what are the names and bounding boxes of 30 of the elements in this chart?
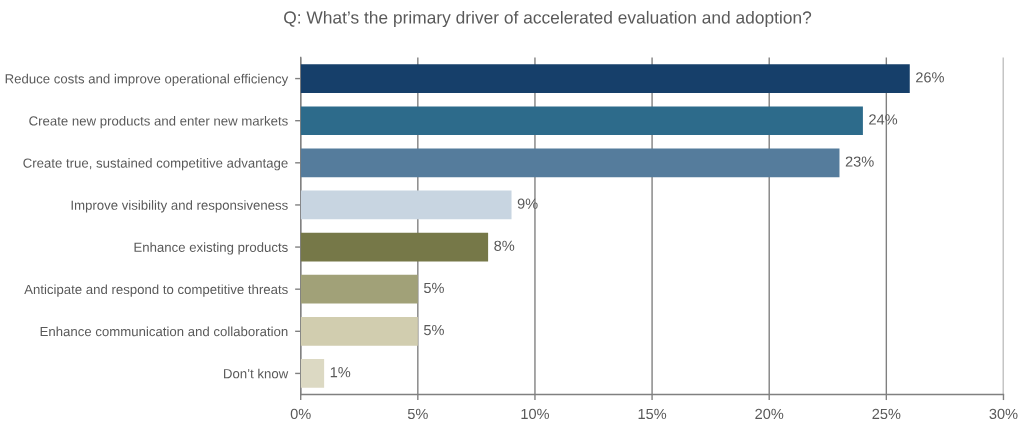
bar [300, 316, 418, 346]
bar [300, 359, 325, 388]
bar [300, 148, 840, 178]
y-tick-label: Anticipate and respond to competitive threats [24, 284, 288, 297]
x-tick-label: 10% [521, 408, 550, 420]
x-tick-label: 15% [638, 408, 667, 420]
bar [300, 190, 512, 220]
y-tick-label: Enhance existing products [134, 242, 288, 255]
x-tick-label: 5% [407, 408, 428, 420]
x-tick-label: 25% [872, 408, 901, 420]
bar [300, 64, 910, 93]
y-tick-label: Create new products and enter new markets [29, 115, 288, 129]
data-label: 5% [423, 324, 444, 336]
x-tick-label: 0% [290, 408, 311, 420]
y-tick-label: Improve visibility and responsiveness [71, 200, 288, 213]
bar [300, 106, 863, 136]
y-tick-label: Reduce costs and improve operational efficiency [5, 73, 289, 87]
data-label: 8% [494, 240, 515, 251]
bar [300, 274, 418, 304]
x-tick-label: 20% [755, 408, 784, 420]
chart-title: Q: What’s the primary driver of accelerated evaluation and adoption? [284, 10, 812, 28]
data-label: 1% [330, 367, 351, 378]
data-label: 5% [423, 282, 444, 294]
data-label: 26% [916, 72, 944, 83]
x-tick-label: 30% [989, 408, 1018, 420]
y-tick-label: Don’t know [224, 368, 289, 379]
data-label: 23% [845, 156, 874, 167]
y-tick-label: Enhance communication and collaboration [40, 326, 288, 337]
bar [300, 232, 489, 262]
y-tick-label: Create true, sustained competitive advantage [23, 158, 288, 171]
